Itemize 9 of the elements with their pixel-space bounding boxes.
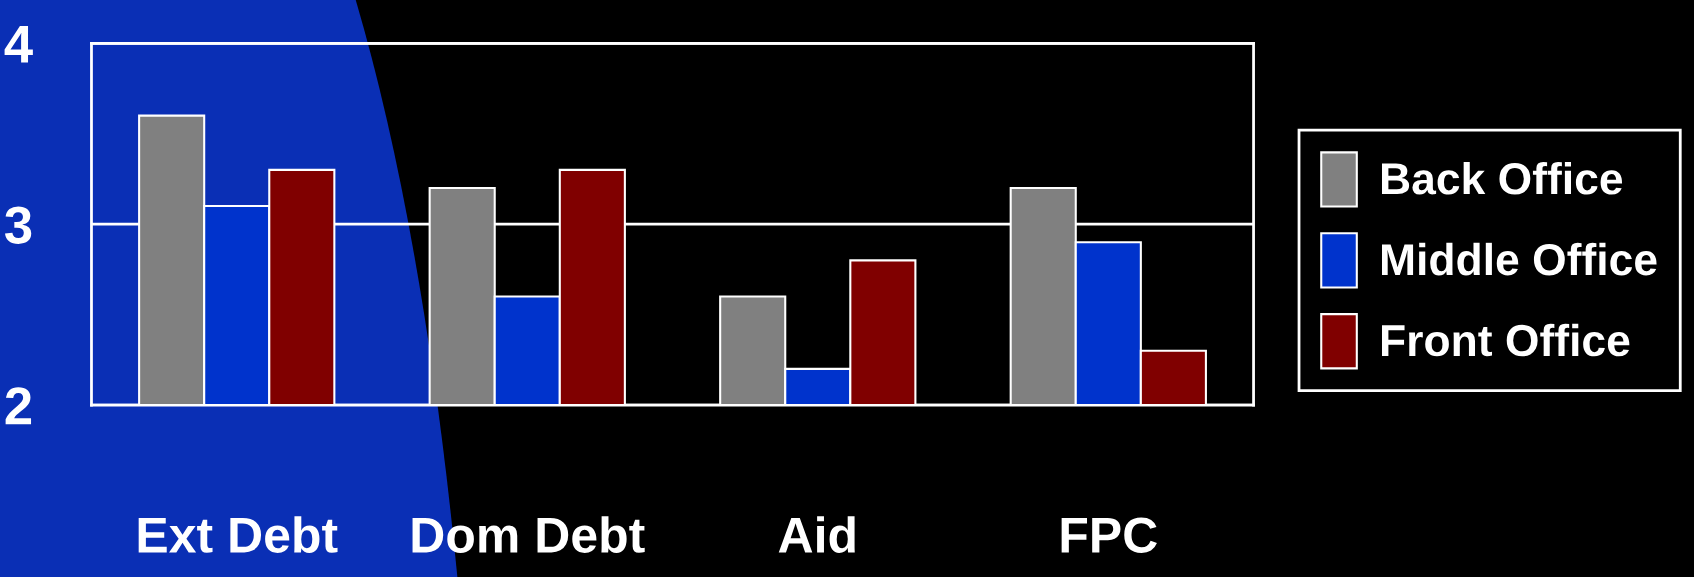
y-tick-label: 3 — [5, 206, 32, 244]
legend-label: Back Office — [1382, 161, 1623, 195]
y-tick-label: 2 — [5, 387, 32, 425]
x-tick-label: Aid — [778, 516, 855, 553]
x-tick-label: FPC — [1061, 517, 1157, 553]
legend-label: Front Office — [1382, 323, 1630, 357]
y-tick-label: 4 — [4, 26, 33, 63]
x-tick-label: Ext Debt — [138, 516, 338, 553]
legend-label: Middle Office — [1382, 242, 1657, 276]
